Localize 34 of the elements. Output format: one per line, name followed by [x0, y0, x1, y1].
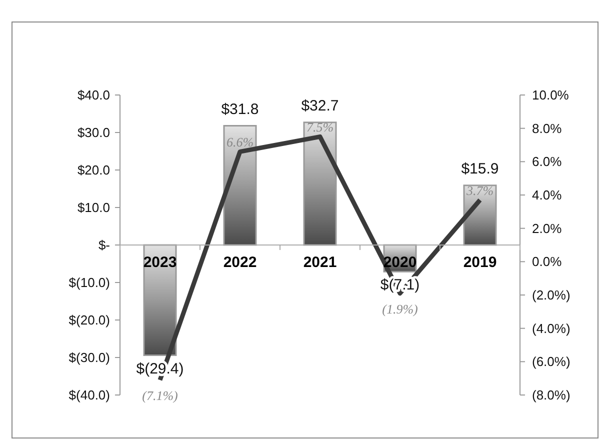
data-label: 6.6%	[226, 134, 254, 150]
data-label: 7.5%	[306, 120, 334, 135]
y2-tick-label: (8.0%)	[532, 388, 570, 403]
y2-tick-label: 6.0%	[532, 154, 562, 170]
y2-tick-label: 4.0%	[532, 188, 562, 203]
x-tick-label: 2020	[383, 254, 417, 271]
y-tick-label: $(20.0)	[68, 312, 110, 328]
y-tick-label: $30.0	[77, 125, 110, 140]
y-tick-label: $-	[98, 238, 110, 253]
data-label: $15.9	[461, 160, 499, 178]
y2-tick-label: 2.0%	[532, 220, 562, 236]
y-tick-label: $(40.0)	[68, 388, 110, 403]
bar	[303, 122, 337, 246]
data-label: $32.7	[301, 97, 339, 114]
y2-tick-label: 10.0%	[532, 88, 570, 103]
data-label: (1.9%)	[382, 301, 418, 316]
data-label: $31.8	[221, 100, 259, 118]
x-tick-label: 2023	[143, 254, 177, 271]
x-tick-label: 2022	[223, 254, 257, 271]
y-tick-label: $(30.0)	[68, 350, 110, 366]
y2-tick-label: 0.0%	[532, 254, 562, 270]
y-tick-label: $20.0	[77, 162, 110, 178]
data-label: 3.7%	[465, 183, 494, 198]
y2-tick-label: (6.0%)	[532, 354, 570, 370]
y-tick-label: $10.0	[77, 200, 110, 216]
y2-tick-label: (4.0%)	[532, 320, 570, 336]
y-tick-label: $40.0	[77, 88, 110, 103]
y-tick-label: $(10.0)	[68, 275, 110, 290]
y2-tick-label: (2.0%)	[532, 288, 570, 303]
bar	[143, 244, 177, 356]
y2-tick-label: 8.0%	[532, 120, 562, 136]
x-tick-label: 2019	[463, 254, 497, 271]
data-label: (7.1%)	[142, 388, 178, 403]
x-tick-label: 2021	[303, 254, 337, 271]
